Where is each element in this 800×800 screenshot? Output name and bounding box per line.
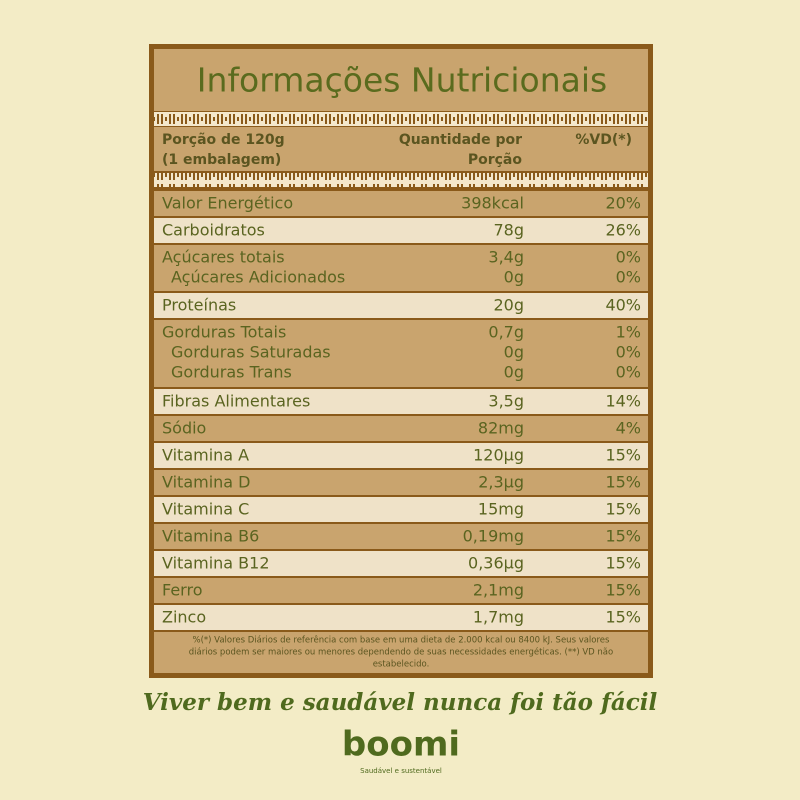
footnote: %(*) Valores Diários de referência com b… <box>193 635 611 646</box>
row-band <box>154 524 648 549</box>
nutrient-name: Valor Energético <box>162 194 293 213</box>
nutrient-name: Açúcares totais <box>162 248 285 267</box>
nutrient-dv: 15% <box>605 581 641 600</box>
nutrient-name: Gorduras Trans <box>171 363 292 382</box>
nutrient-dv: 14% <box>605 392 641 411</box>
nutrient-name: Carboidratos <box>162 221 265 240</box>
divider <box>154 112 648 126</box>
row-band <box>154 245 648 291</box>
row-band <box>154 416 648 441</box>
nutrient-amount: 20g <box>493 296 524 315</box>
tagline: Saudável e sustentável <box>360 767 442 775</box>
nutrient-name: Vitamina C <box>162 500 249 519</box>
nutrient-amount: 120µg <box>473 446 524 465</box>
row-band <box>154 605 648 630</box>
nutrient-dv: 15% <box>605 554 641 573</box>
nutrient-amount: 0g <box>504 363 524 382</box>
logo: boomi <box>342 725 460 765</box>
nutrient-dv: 26% <box>605 221 641 240</box>
nutrient-name: Vitamina D <box>162 473 251 492</box>
header-portion: (1 embalagem) <box>162 152 281 168</box>
nutrient-dv: 0% <box>616 363 641 382</box>
nutrient-amount: 82mg <box>478 419 524 438</box>
nutrient-amount: 398kcal <box>461 194 524 213</box>
nutrient-name: Sódio <box>162 419 206 438</box>
nutrient-dv: 0% <box>616 248 641 267</box>
slogan: Viver bem e saudável nunca foi tão fácil <box>143 689 658 716</box>
row-band <box>154 443 648 468</box>
row-band <box>154 551 648 576</box>
nutrient-amount: 0,36µg <box>468 554 524 573</box>
nutrient-name: Zinco <box>162 608 206 627</box>
divider <box>154 173 648 187</box>
nutrient-amount: 3,4g <box>488 248 524 267</box>
nutrient-amount: 0g <box>504 343 524 362</box>
nutrient-dv: 15% <box>605 446 641 465</box>
nutrient-amount: 3,5g <box>488 392 524 411</box>
header-portion: Porção de 120g <box>162 132 285 148</box>
row-band <box>154 497 648 522</box>
row-band <box>154 320 648 387</box>
row-band <box>154 470 648 495</box>
nutrient-name: Gorduras Totais <box>162 323 286 342</box>
nutrient-amount: 15mg <box>478 500 524 519</box>
nutrient-dv: 0% <box>616 268 641 287</box>
row-band <box>154 191 648 216</box>
nutrient-dv: 40% <box>605 296 641 315</box>
header-band <box>154 127 648 171</box>
nutrient-name: Fibras Alimentares <box>162 392 310 411</box>
row-band <box>154 293 648 318</box>
header-amount: Quantidade por <box>399 132 522 148</box>
nutrient-amount: 0,19mg <box>463 527 524 546</box>
nutrient-dv: 15% <box>605 500 641 519</box>
rows: Valor Energético 398kcal 20% Carboidratos 78… <box>154 191 648 630</box>
nutrient-amount: 0,7g <box>488 323 524 342</box>
title: Informações Nutricionais <box>197 61 607 100</box>
nutrient-dv: 15% <box>605 608 641 627</box>
nutrient-amount: 2,1mg <box>473 581 524 600</box>
nutrient-name: Vitamina B6 <box>162 527 259 546</box>
row-band <box>154 389 648 414</box>
nutrient-dv: 15% <box>605 473 641 492</box>
nutrient-dv: 4% <box>616 419 641 438</box>
row-band <box>154 218 648 243</box>
header-amount: Porção <box>468 152 523 168</box>
nutrient-name: Ferro <box>162 581 202 600</box>
nutrient-name: Vitamina A <box>162 446 249 465</box>
nutrient-name: Proteínas <box>162 296 236 315</box>
nutrient-amount: 0g <box>504 268 524 287</box>
nutrient-dv: 1% <box>616 323 641 342</box>
nutrient-amount: 78g <box>493 221 524 240</box>
row-band <box>154 578 648 603</box>
nutrient-name: Vitamina B12 <box>162 554 270 573</box>
footnote-band <box>154 632 648 673</box>
footnote: diários podem ser maiores ou menores dep… <box>189 647 613 658</box>
nutrient-amount: 2,3µg <box>478 473 524 492</box>
header-dv: %VD(*) <box>575 132 632 148</box>
title-band <box>154 49 648 111</box>
nutrient-name: Açúcares Adicionados <box>171 268 345 287</box>
footnote: estabelecido. <box>373 660 430 670</box>
nutrient-amount: 1,7mg <box>473 608 524 627</box>
nutrient-dv: 0% <box>616 343 641 362</box>
nutrient-name: Gorduras Saturadas <box>171 343 331 362</box>
nutrient-dv: 15% <box>605 527 641 546</box>
nutrient-dv: 20% <box>605 194 641 213</box>
